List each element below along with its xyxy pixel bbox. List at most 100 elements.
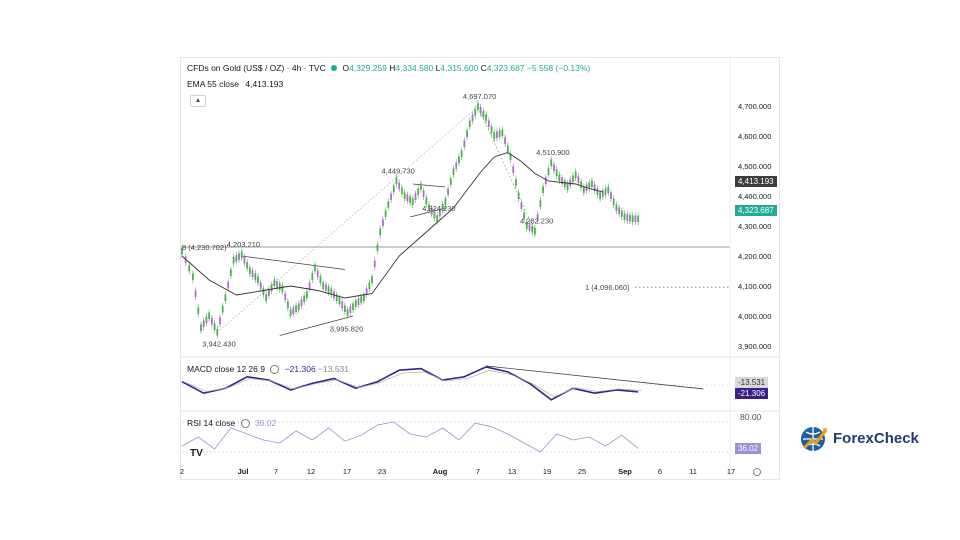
ema-legend: EMA 55 close 4,413.193: [187, 79, 283, 89]
candle-body: [490, 126, 493, 133]
price-annotation: 3,942.430: [202, 340, 235, 349]
x-tick-label: Jul: [238, 467, 249, 476]
candle-body: [338, 297, 341, 304]
candle-body: [376, 244, 379, 251]
candle-body: [544, 177, 547, 184]
ema-value: 4,413.193: [245, 79, 284, 89]
y-tick-label: 4,000.000: [738, 312, 771, 321]
x-tick-label: 17: [343, 467, 351, 476]
status-dot-icon: [331, 65, 338, 71]
candle-body: [384, 210, 387, 217]
candle-body: [335, 294, 338, 301]
open-value: 4,329.259: [349, 63, 387, 73]
candle-body: [352, 303, 354, 310]
candle-body: [216, 328, 219, 336]
y-tick-label: 4,500.000: [738, 162, 771, 171]
candle-body: [382, 219, 384, 226]
candle-body: [485, 114, 487, 121]
last-price-badge: 4,323.687: [735, 205, 777, 216]
rsi-value: 36.02: [254, 418, 277, 428]
candle-body: [235, 255, 238, 262]
candle-body: [281, 285, 284, 292]
candle-body: [439, 209, 441, 217]
macd-legend: MACD close 12 26 9 −21.306 −13.531: [187, 364, 349, 375]
candle-body: [322, 282, 325, 289]
candle-body: [629, 214, 631, 222]
rsi-settings-icon[interactable]: [240, 419, 250, 429]
collapse-legend-button[interactable]: ▲: [190, 95, 206, 107]
candle-body: [254, 273, 257, 280]
settings-icon[interactable]: [270, 365, 280, 375]
candle-body: [430, 208, 433, 215]
candle-body: [346, 309, 349, 316]
y-tick-label: 4,200.000: [738, 252, 771, 261]
candle-body: [615, 204, 618, 211]
retrace-line: [477, 106, 536, 232]
candle-body: [232, 256, 235, 264]
candle-body: [403, 192, 406, 199]
candle-body: [523, 212, 525, 219]
y-tick-label: 4,600.000: [738, 132, 771, 141]
candle-body: [618, 207, 621, 214]
candle-body: [634, 215, 637, 223]
fib-trend-line: [217, 106, 479, 333]
candle-body: [197, 307, 200, 314]
candle-body: [202, 320, 205, 327]
candle-body: [213, 323, 216, 330]
candle-body: [379, 228, 382, 235]
candle-body: [482, 110, 485, 118]
candle-body: [341, 301, 344, 308]
change-value: −5.558 (−0.13%): [526, 63, 591, 73]
candle-body: [566, 183, 569, 190]
candle-body: [474, 109, 477, 116]
candle-body: [205, 316, 208, 323]
candle-body: [569, 179, 572, 186]
candle-body: [238, 253, 240, 260]
candle-body: [620, 210, 623, 217]
candle-body: [221, 305, 224, 313]
candle-body: [392, 185, 395, 193]
forexcheck-logo: ForexCheck: [798, 422, 919, 454]
candle-body: [588, 182, 591, 189]
open-label: O: [342, 63, 350, 73]
candle-body: [515, 179, 517, 186]
candle-body: [539, 200, 542, 207]
candle-body: [436, 215, 439, 222]
high-label: H: [389, 63, 396, 73]
candle-body: [308, 282, 311, 289]
candle-body: [433, 211, 436, 219]
x-tick-label: 23: [378, 467, 386, 476]
candle-body: [300, 299, 303, 306]
globe-logo-icon: [801, 427, 828, 451]
price-annotation: 1 (4,096.060): [585, 283, 630, 292]
candle-body: [316, 270, 319, 277]
macd-signal-badge: -13.531: [735, 377, 769, 388]
x-tick-label: 13: [508, 467, 516, 476]
candle-body: [525, 222, 528, 229]
candle-body: [471, 114, 474, 122]
candle-body: [593, 184, 596, 191]
candle-body: [420, 183, 422, 190]
candle-body: [422, 190, 425, 197]
candle-body: [591, 180, 593, 187]
candle-body: [191, 273, 194, 280]
candle-body: [610, 192, 612, 199]
x-tick-label: Aug: [433, 467, 448, 476]
candle-body: [563, 180, 566, 187]
candle-body: [240, 251, 243, 259]
symbol-title: CFDs on Gold (US$ / OZ) · 4h · TVC: [187, 63, 326, 73]
candle-body: [447, 188, 449, 195]
x-tick-label: 2: [180, 467, 184, 476]
candle-body: [303, 295, 306, 302]
candle-body: [428, 204, 430, 211]
candle-body: [373, 260, 376, 267]
candle-body: [498, 130, 501, 137]
candle-body: [265, 294, 268, 301]
candle-body: [188, 264, 191, 272]
tradingview-logo-icon: TV: [190, 448, 203, 459]
candle-body: [509, 153, 512, 160]
x-tick-label: Sep: [618, 467, 632, 476]
candle-body: [637, 215, 640, 223]
candle-body: [257, 276, 259, 283]
price-annotation: 4,203.210: [227, 240, 260, 249]
